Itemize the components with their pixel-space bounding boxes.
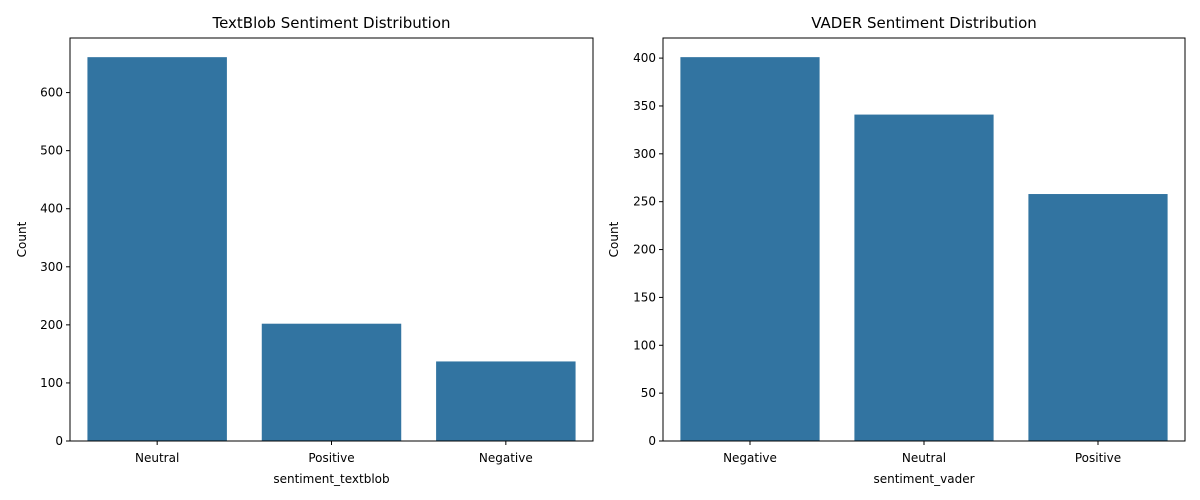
x-tick-label: Positive	[1075, 451, 1121, 465]
bar-positive	[1028, 194, 1168, 441]
y-tick-label: 400	[633, 51, 656, 65]
y-tick-label: 0	[648, 434, 656, 448]
bar-positive	[261, 323, 402, 441]
y-tick-label: 250	[633, 195, 656, 209]
x-tick-label: Positive	[308, 451, 354, 465]
x-tick-label: Neutral	[135, 451, 179, 465]
y-tick-label: 0	[55, 434, 63, 448]
y-axis-label: Count	[607, 221, 621, 257]
y-tick-label: 500	[40, 144, 63, 158]
chart-title: TextBlob Sentiment Distribution	[211, 14, 450, 32]
y-tick-label: 200	[40, 318, 63, 332]
y-tick-label: 100	[633, 338, 656, 352]
y-tick-label: 100	[40, 376, 63, 390]
x-axis-label: sentiment_vader	[873, 472, 974, 486]
bar-negative	[680, 57, 820, 441]
y-tick-label: 200	[633, 243, 656, 257]
y-tick-label: 400	[40, 202, 63, 216]
textblob-chart: 0 100 200 300 400 500 600 Neutral Positive Negati…	[15, 14, 594, 486]
bar-neutral	[854, 114, 994, 441]
vader-chart: 0 50 100 150 200 250 300 350 400 Negative Neutral P…	[607, 14, 1186, 486]
y-tick-label: 300	[40, 260, 63, 274]
y-axis-label: Count	[15, 221, 29, 257]
x-tick-label: Negative	[479, 451, 533, 465]
y-tick-label: 600	[40, 86, 63, 100]
y-tick-label: 300	[633, 147, 656, 161]
x-tick-label: Negative	[723, 451, 777, 465]
bar-negative	[436, 361, 576, 441]
y-tick-label: 150	[633, 290, 656, 304]
x-tick-label: Neutral	[902, 451, 946, 465]
y-tick-label: 350	[633, 99, 656, 113]
bar-neutral	[87, 57, 227, 442]
y-tick-label: 50	[641, 386, 656, 400]
x-axis-label: sentiment_textblob	[273, 472, 389, 486]
chart-title: VADER Sentiment Distribution	[811, 14, 1037, 32]
